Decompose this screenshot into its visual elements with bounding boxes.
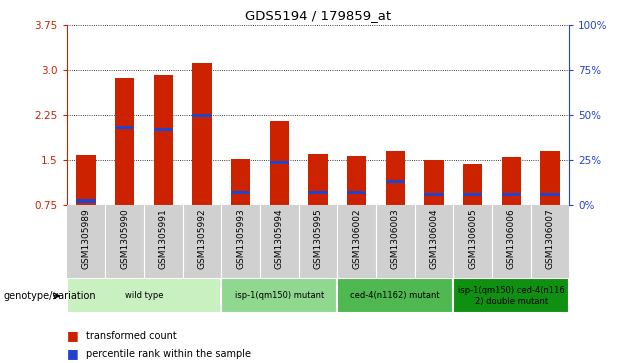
Text: GSM1305994: GSM1305994 (275, 209, 284, 269)
Bar (308, 154, 328, 205)
Bar (463, 164, 482, 205)
Text: ■: ■ (67, 329, 78, 342)
FancyBboxPatch shape (337, 278, 453, 313)
Bar (193, 63, 212, 205)
Bar (76, 199, 96, 203)
Text: GSM1306004: GSM1306004 (429, 209, 438, 269)
Bar (193, 114, 212, 117)
Bar (115, 126, 134, 129)
Text: percentile rank within the sample: percentile rank within the sample (86, 349, 251, 359)
Bar (424, 160, 444, 205)
Text: GSM1305990: GSM1305990 (120, 209, 129, 269)
Text: genotype/variation: genotype/variation (3, 291, 96, 301)
Text: wild type: wild type (125, 291, 163, 300)
Bar (154, 75, 173, 205)
Text: transformed count: transformed count (86, 331, 177, 341)
Text: GSM1305989: GSM1305989 (81, 209, 90, 269)
Text: isp-1(qm150) mutant: isp-1(qm150) mutant (235, 291, 324, 300)
Text: GDS5194 / 179859_at: GDS5194 / 179859_at (245, 9, 391, 22)
Text: GSM1305992: GSM1305992 (198, 209, 207, 269)
Bar (502, 157, 521, 205)
Text: GSM1305991: GSM1305991 (159, 209, 168, 269)
Bar (424, 193, 444, 196)
Bar (308, 191, 328, 194)
Text: GSM1305993: GSM1305993 (236, 209, 245, 269)
Text: GSM1305995: GSM1305995 (314, 209, 322, 269)
Bar (231, 159, 251, 205)
Text: GSM1306002: GSM1306002 (352, 209, 361, 269)
Bar (270, 121, 289, 205)
Bar (540, 151, 560, 205)
Text: GSM1306005: GSM1306005 (468, 209, 477, 269)
Bar (115, 78, 134, 205)
Bar (347, 191, 366, 194)
Bar (385, 180, 405, 183)
Bar (385, 151, 405, 205)
Bar (502, 193, 521, 196)
FancyBboxPatch shape (221, 278, 337, 313)
Bar (347, 156, 366, 205)
Text: GSM1306006: GSM1306006 (507, 209, 516, 269)
Bar (154, 128, 173, 131)
Text: GSM1306003: GSM1306003 (391, 209, 400, 269)
Text: GSM1306007: GSM1306007 (546, 209, 555, 269)
Bar (540, 193, 560, 196)
FancyBboxPatch shape (453, 278, 569, 313)
Bar (270, 161, 289, 164)
Text: ced-4(n1162) mutant: ced-4(n1162) mutant (350, 291, 440, 300)
Text: isp-1(qm150) ced-4(n116
2) double mutant: isp-1(qm150) ced-4(n116 2) double mutant (458, 286, 565, 306)
Bar (463, 193, 482, 196)
Bar (231, 191, 251, 194)
Text: ■: ■ (67, 347, 78, 360)
FancyBboxPatch shape (67, 278, 221, 313)
Bar (76, 155, 96, 205)
